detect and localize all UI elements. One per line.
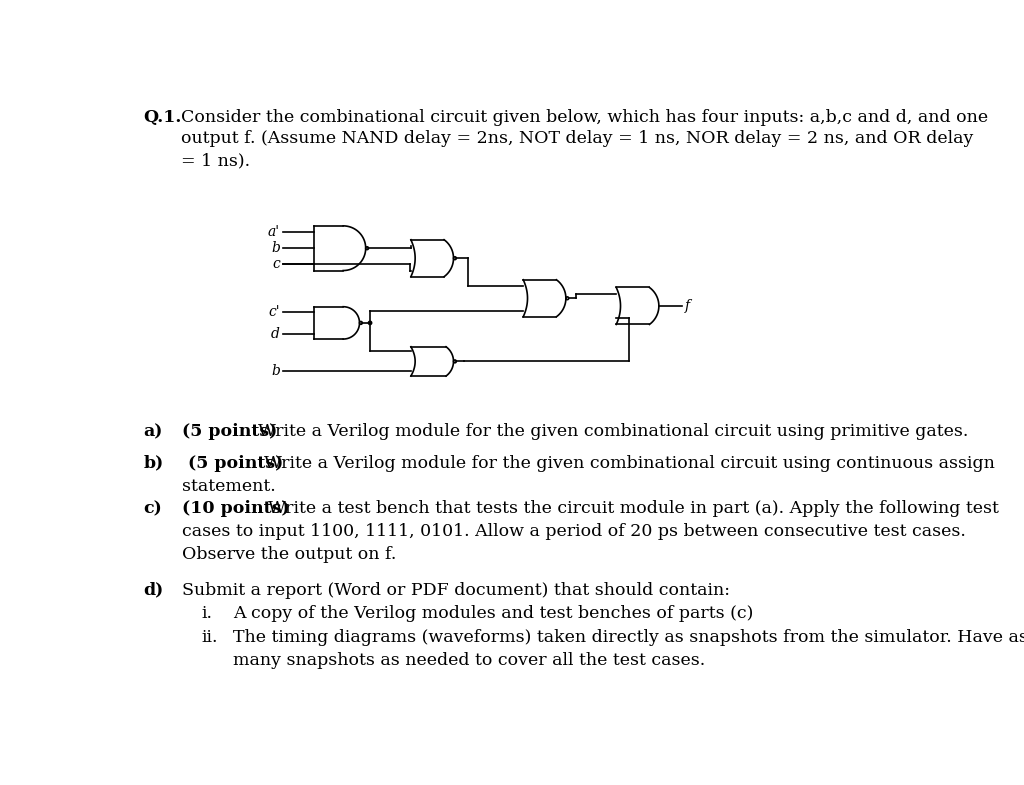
Text: many snapshots as needed to cover all the test cases.: many snapshots as needed to cover all th… xyxy=(232,652,705,670)
Text: f: f xyxy=(684,299,689,313)
Text: c): c) xyxy=(143,500,162,517)
Text: b): b) xyxy=(143,455,164,472)
Text: Observe the output on f.: Observe the output on f. xyxy=(182,546,396,563)
Text: (10 points): (10 points) xyxy=(182,500,290,517)
Text: a): a) xyxy=(143,423,163,440)
Text: = 1 ns).: = 1 ns). xyxy=(180,152,250,169)
Text: b: b xyxy=(271,364,280,378)
Text: a': a' xyxy=(267,225,280,239)
Text: statement.: statement. xyxy=(182,477,276,495)
Text: Write a test bench that tests the circuit module in part (a). Apply the followin: Write a test bench that tests the circui… xyxy=(267,500,998,517)
Text: A copy of the Verilog modules and test benches of parts (c): A copy of the Verilog modules and test b… xyxy=(232,605,753,623)
Text: d): d) xyxy=(143,582,164,599)
Text: Consider the combinational circuit given below, which has four inputs: a,b,c and: Consider the combinational circuit given… xyxy=(180,109,988,126)
Circle shape xyxy=(369,321,372,324)
Text: ii.: ii. xyxy=(202,630,218,646)
Text: cases to input 1100, 1111, 0101. Allow a period of 20 ps between consecutive tes: cases to input 1100, 1111, 0101. Allow a… xyxy=(182,523,966,540)
Text: b: b xyxy=(271,241,280,255)
Text: Submit a report (Word or PDF document) that should contain:: Submit a report (Word or PDF document) t… xyxy=(182,582,730,599)
Text: (5 points): (5 points) xyxy=(182,455,284,472)
Text: Q.1.: Q.1. xyxy=(143,109,182,126)
Text: c: c xyxy=(272,257,280,272)
Text: d: d xyxy=(271,327,280,341)
Text: The timing diagrams (waveforms) taken directly as snapshots from the simulator. : The timing diagrams (waveforms) taken di… xyxy=(232,630,1024,646)
Text: output f. (Assume NAND delay = 2ns, NOT delay = 1 ns, NOR delay = 2 ns, and OR d: output f. (Assume NAND delay = 2ns, NOT … xyxy=(180,130,973,148)
Text: Write a Verilog module for the given combinational circuit using primitive gates: Write a Verilog module for the given com… xyxy=(258,423,969,440)
Text: i.: i. xyxy=(202,605,213,623)
Text: (5 points): (5 points) xyxy=(182,423,278,440)
Text: c': c' xyxy=(268,305,280,319)
Text: Write a Verilog module for the given combinational circuit using continuous assi: Write a Verilog module for the given com… xyxy=(263,455,994,472)
